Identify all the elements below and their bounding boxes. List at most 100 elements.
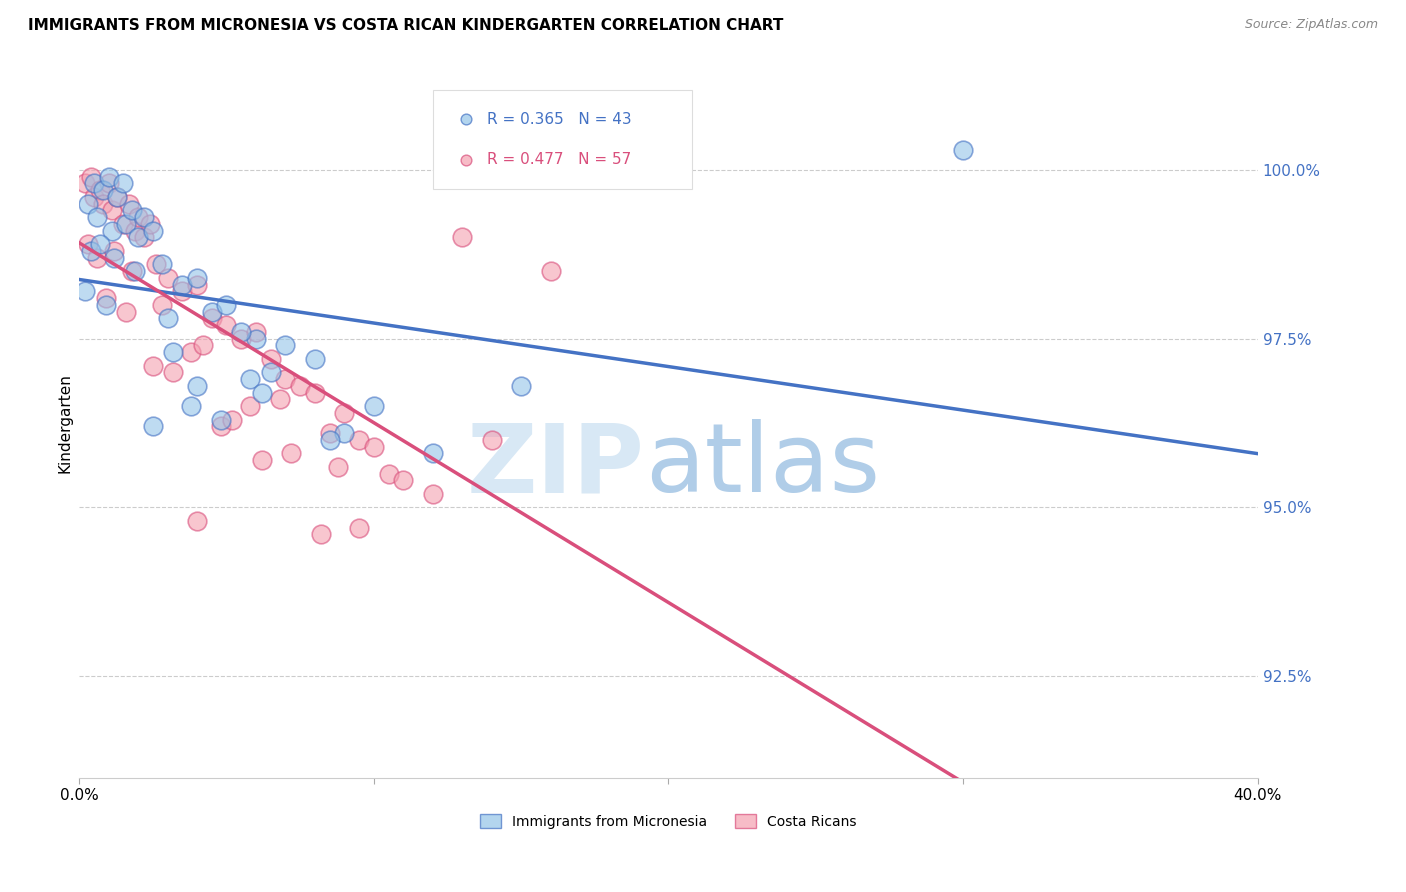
Text: R = 0.477   N = 57: R = 0.477 N = 57 <box>486 153 631 168</box>
Point <box>274 372 297 386</box>
Point <box>132 210 155 224</box>
Point <box>118 196 141 211</box>
Point <box>250 385 273 400</box>
Point <box>139 217 162 231</box>
Point <box>231 332 253 346</box>
Point <box>89 183 111 197</box>
Point <box>172 277 194 292</box>
Point <box>172 285 194 299</box>
Point <box>309 527 332 541</box>
Point <box>86 210 108 224</box>
Point <box>142 359 165 373</box>
Text: IMMIGRANTS FROM MICRONESIA VS COSTA RICAN KINDERGARTEN CORRELATION CHART: IMMIGRANTS FROM MICRONESIA VS COSTA RICA… <box>28 18 783 33</box>
Point <box>77 196 100 211</box>
Point <box>392 474 415 488</box>
Point <box>80 169 103 184</box>
Point <box>377 467 399 481</box>
Point <box>288 379 311 393</box>
Point <box>250 453 273 467</box>
Point <box>304 351 326 366</box>
Point <box>107 190 129 204</box>
Point <box>318 426 340 441</box>
Point <box>103 244 125 258</box>
Point <box>121 203 143 218</box>
Point <box>269 392 291 407</box>
Point <box>145 257 167 271</box>
Point <box>347 433 370 447</box>
Point <box>422 446 444 460</box>
Point <box>186 270 208 285</box>
Point <box>209 412 232 426</box>
Point <box>239 372 262 386</box>
Point <box>333 406 356 420</box>
Point <box>363 440 385 454</box>
Point <box>142 223 165 237</box>
Point <box>112 217 135 231</box>
Point <box>156 311 179 326</box>
Text: ZIP: ZIP <box>467 419 645 512</box>
Point <box>191 338 214 352</box>
Point <box>422 487 444 501</box>
Point <box>97 169 120 184</box>
Point <box>94 291 117 305</box>
Point <box>304 385 326 400</box>
Point <box>124 264 146 278</box>
Point <box>73 177 96 191</box>
Point <box>333 426 356 441</box>
Point <box>115 217 138 231</box>
Point <box>124 223 146 237</box>
Point <box>156 270 179 285</box>
FancyBboxPatch shape <box>433 90 692 189</box>
Point <box>328 459 350 474</box>
Point <box>215 318 238 332</box>
Point <box>86 251 108 265</box>
Point <box>91 183 114 197</box>
Point <box>239 399 262 413</box>
Point <box>100 203 122 218</box>
Point <box>215 298 238 312</box>
Point <box>280 446 302 460</box>
Legend: Immigrants from Micronesia, Costa Ricans: Immigrants from Micronesia, Costa Ricans <box>475 808 862 834</box>
Text: R = 0.365   N = 43: R = 0.365 N = 43 <box>486 112 631 127</box>
Point <box>510 379 533 393</box>
Point <box>142 419 165 434</box>
Point <box>150 257 173 271</box>
Point <box>481 433 503 447</box>
Point <box>121 264 143 278</box>
Point <box>231 325 253 339</box>
Point <box>162 345 184 359</box>
Point <box>132 230 155 244</box>
Point <box>260 365 283 379</box>
Point <box>107 190 129 204</box>
Point <box>112 177 135 191</box>
Point <box>91 196 114 211</box>
Point <box>127 210 149 224</box>
Point <box>83 190 105 204</box>
Text: Source: ZipAtlas.com: Source: ZipAtlas.com <box>1244 18 1378 31</box>
Point <box>94 298 117 312</box>
Point <box>540 264 562 278</box>
Point <box>100 223 122 237</box>
Point <box>180 345 202 359</box>
Point <box>451 230 474 244</box>
Point <box>221 412 243 426</box>
Point <box>89 237 111 252</box>
Point <box>77 237 100 252</box>
Point <box>245 332 267 346</box>
Point <box>150 298 173 312</box>
Text: atlas: atlas <box>645 419 880 512</box>
Point <box>260 351 283 366</box>
Point <box>97 177 120 191</box>
Point <box>103 251 125 265</box>
Point <box>209 419 232 434</box>
Point <box>347 521 370 535</box>
Point <box>73 285 96 299</box>
Point <box>952 143 974 157</box>
Point <box>80 244 103 258</box>
Point <box>318 433 340 447</box>
Point <box>186 514 208 528</box>
Point <box>363 399 385 413</box>
Point <box>201 311 224 326</box>
Point <box>162 365 184 379</box>
Point <box>245 325 267 339</box>
